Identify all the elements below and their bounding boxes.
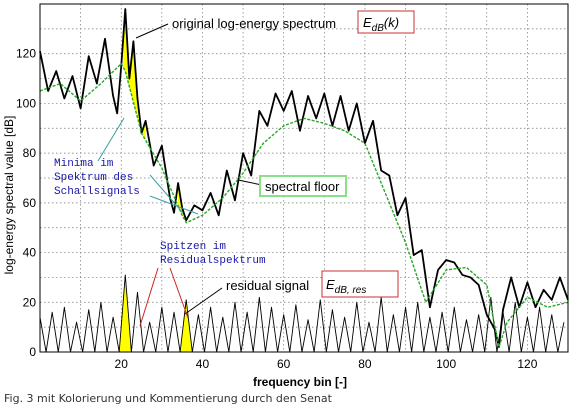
minima-line-1: Minima im — [54, 158, 114, 170]
residual-symbol: EdB, res — [326, 277, 366, 296]
residual-label-leader — [184, 287, 223, 315]
peaks-arrow-1 — [139, 267, 159, 327]
spectral-floor-line — [39, 62, 569, 348]
x-tick-label: 100 — [436, 357, 456, 371]
floor-label-leader — [237, 179, 263, 186]
peaks-arrow-2 — [169, 267, 189, 319]
y-tick-label: 80 — [23, 146, 37, 160]
peaks-annotation: Spitzen im Residualspektrum — [139, 241, 266, 327]
original-symbol: EdB(k) — [363, 15, 399, 34]
x-tick-label: 40 — [196, 357, 210, 371]
original-symbol-box — [357, 10, 415, 34]
minima-arrow-1 — [97, 117, 125, 162]
minima-line-2: Spektrum des — [54, 172, 133, 184]
residual-peak-fill-2 — [180, 299, 193, 352]
minima-arrow-3 — [149, 195, 199, 215]
peaks-line-2: Residualspektrum — [160, 255, 266, 267]
spectrum-chart: 20 40 60 80 100 120 0 20 40 60 80 100 120 frequency … — [2, 3, 569, 389]
x-axis-label: frequency bin [-] — [253, 375, 347, 389]
original-spectrum-line — [39, 8, 569, 348]
floor-label-box — [259, 175, 347, 197]
residual-annotation: residual signal EdB, res — [184, 270, 399, 315]
figure-caption: Fig. 3 mit Kolorierung und Kommentierung… — [4, 392, 332, 405]
residual-symbol-box — [321, 270, 399, 298]
minima-line-3: Schallsignals — [54, 186, 140, 198]
x-tick-label: 80 — [358, 357, 372, 371]
original-spectrum-annotation: original log-energy spectrum EdB(k) — [135, 10, 415, 39]
x-tick-label: 120 — [517, 357, 537, 371]
tick-labels: 20 40 60 80 100 120 0 20 40 60 80 100 120 — [16, 47, 538, 371]
spectrum-peak-fill-1 — [123, 8, 146, 141]
x-tick-label: 20 — [115, 357, 129, 371]
y-tick-label: 20 — [23, 295, 37, 309]
plot-frame — [39, 3, 569, 353]
y-tick-label: 120 — [16, 47, 36, 61]
y-tick-label: 40 — [23, 246, 37, 260]
original-label-leader — [135, 23, 169, 39]
residual-label: residual signal — [226, 278, 309, 293]
original-label: original log-energy spectrum — [172, 16, 336, 31]
y-tick-label: 0 — [29, 345, 36, 359]
y-tick-label: 60 — [23, 196, 37, 210]
x-tick-label: 60 — [277, 357, 291, 371]
y-axis-label: log-energy spectral value [dB] — [2, 116, 16, 275]
residual-peak-fill-1 — [119, 274, 132, 352]
floor-label: spectral floor — [265, 179, 340, 194]
spectral-floor-annotation: spectral floor — [237, 175, 347, 197]
minima-annotation: Minima im Spektrum des Schallsignals — [54, 117, 199, 215]
y-tick-label: 100 — [16, 96, 36, 110]
peaks-line-1: Spitzen im — [160, 241, 226, 253]
